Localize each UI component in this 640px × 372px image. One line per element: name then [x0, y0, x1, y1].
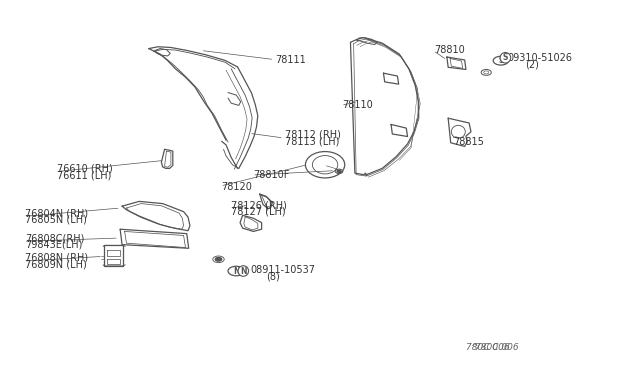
Text: 78112 (RH): 78112 (RH)	[285, 130, 341, 140]
Text: ^: ^	[470, 343, 477, 352]
Text: N: N	[233, 266, 239, 276]
Text: 08911-10537: 08911-10537	[250, 265, 316, 275]
Text: 76808C(RH): 76808C(RH)	[25, 233, 84, 243]
Text: S: S	[498, 56, 504, 65]
Text: 78815: 78815	[453, 137, 484, 147]
Text: 79843E(LH): 79843E(LH)	[25, 240, 83, 250]
Text: N: N	[240, 266, 246, 276]
Text: 78111: 78111	[276, 55, 307, 65]
Text: 76809N (LH): 76809N (LH)	[25, 259, 87, 269]
Text: 09310-51026: 09310-51026	[507, 53, 572, 63]
Circle shape	[215, 257, 221, 261]
Text: (2): (2)	[525, 60, 539, 69]
Text: 76610 (RH): 76610 (RH)	[57, 163, 113, 173]
Text: 78120: 78120	[221, 182, 253, 192]
Text: 78113 (LH): 78113 (LH)	[285, 136, 339, 146]
Text: 78810: 78810	[434, 45, 465, 55]
Text: S: S	[502, 53, 508, 62]
Text: 78126 (RH): 78126 (RH)	[231, 200, 287, 210]
Text: 76808N (RH): 76808N (RH)	[25, 253, 88, 263]
Text: 780C 006: 780C 006	[466, 343, 509, 352]
Text: (8): (8)	[266, 272, 280, 282]
Circle shape	[337, 170, 341, 173]
Text: 78110: 78110	[342, 100, 373, 110]
Text: 76611 (LH): 76611 (LH)	[57, 170, 111, 180]
Text: 76805N (LH): 76805N (LH)	[25, 215, 87, 225]
Text: 76804N (RH): 76804N (RH)	[25, 208, 88, 218]
Text: 78810F: 78810F	[253, 170, 290, 180]
Text: 780C 006: 780C 006	[476, 343, 519, 352]
Text: 78127 (LH): 78127 (LH)	[231, 207, 286, 217]
